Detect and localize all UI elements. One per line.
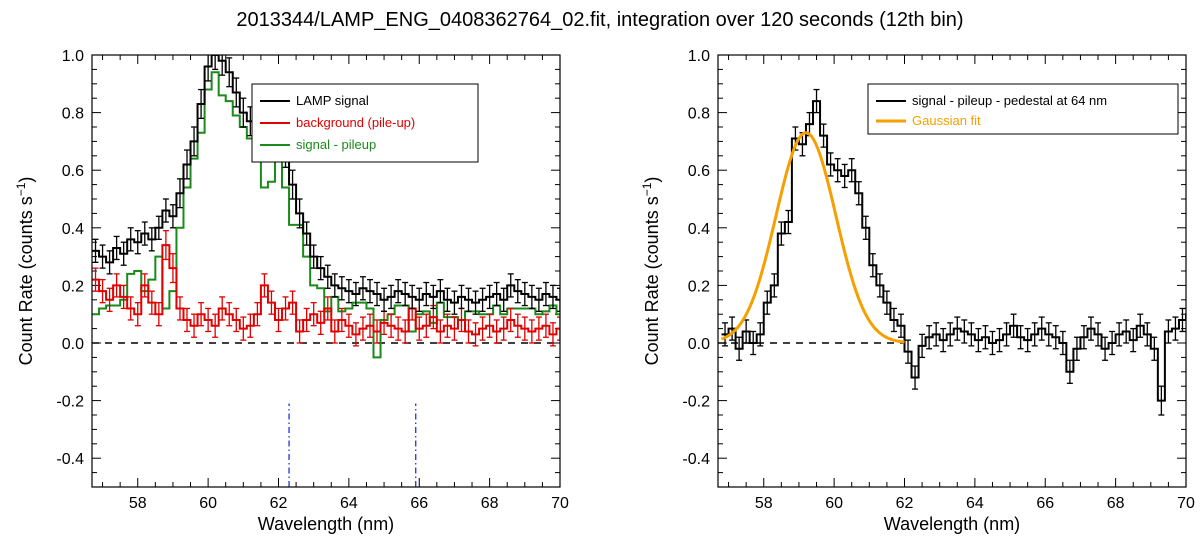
right-gaussian-fit-line: [720, 131, 905, 344]
left-ylabel-close: ): [16, 177, 36, 183]
left-series-background-pile-up: [92, 244, 560, 336]
right-ylabel-superscript: −1: [640, 182, 654, 196]
left-legend: LAMP signal background (pile-up) signal …: [251, 83, 479, 163]
right-panel: 58 60 62 64 66 68 70 -0.4 -0.2 0.0 0.2 0.4 0.6 0.8 1.0…: [640, 48, 1195, 534]
left-ytick-label: -0.2: [56, 394, 84, 411]
right-xtick-label: 68: [1107, 495, 1125, 512]
right-ytick-label: 0.4: [688, 221, 710, 238]
left-ytick-label: 1.0: [62, 48, 84, 65]
right-plot-area: 58 60 62 64 66 68 70 -0.4 -0.2 0.0 0.2 0.4 0.6 0.8 1.0: [682, 48, 1195, 512]
right-legend-label-1: Gaussian fit: [912, 113, 981, 128]
right-ytick-label: 0.0: [688, 336, 710, 353]
left-xtick-label: 70: [551, 495, 569, 512]
left-xtick-label: 62: [270, 495, 288, 512]
left-legend-label-0: LAMP signal: [296, 93, 369, 108]
right-legend: signal - pileup - pedestal at 64 nm Gaus…: [867, 83, 1179, 135]
right-ytick-label: 1.0: [688, 48, 710, 65]
left-ytick-label: -0.4: [56, 451, 84, 468]
left-xtick-label: 68: [481, 495, 499, 512]
left-ylabel-superscript: −1: [14, 182, 28, 196]
right-xtick-label: 66: [1036, 495, 1054, 512]
left-ylabel: Count Rate (counts s−1): [14, 177, 36, 366]
right-xtick-label: 64: [966, 495, 984, 512]
left-panel: 58 60 62 64 66 68 70 -0.4 -0.2 0.0 0.2 0.4 0.6 0.8 1.0…: [14, 48, 569, 534]
left-xtick-label: 58: [129, 495, 147, 512]
right-ytick-label: -0.2: [682, 394, 710, 411]
left-ytick-label: 0.0: [62, 336, 84, 353]
left-ytick-label: 0.2: [62, 278, 84, 295]
right-xtick-label: 70: [1177, 495, 1195, 512]
right-ylabel: Count Rate (counts s−1): [640, 177, 662, 366]
right-ylabel-close: ): [642, 177, 662, 183]
left-ytick-label: 0.8: [62, 106, 84, 123]
left-ytick-label: 0.4: [62, 221, 84, 238]
left-axes-frame: [91, 54, 561, 488]
right-axes-frame: [717, 54, 1187, 488]
right-ytick-label: 0.6: [688, 163, 710, 180]
left-legend-label-2: signal - pileup: [296, 137, 376, 152]
right-legend-label-0: signal - pileup - pedestal at 64 nm: [912, 93, 1107, 108]
left-xtick-label: 60: [199, 495, 217, 512]
left-ytick-label: 0.6: [62, 163, 84, 180]
right-xtick-label: 58: [755, 495, 773, 512]
left-legend-label-1: background (pile-up): [296, 115, 415, 130]
left-xtick-label: 66: [410, 495, 428, 512]
right-xtick-label: 60: [825, 495, 843, 512]
right-ytick-label: -0.4: [682, 451, 710, 468]
left-xlabel: Wavelength (nm): [258, 514, 394, 534]
right-legend-box: [867, 83, 1179, 135]
right-xtick-label: 62: [896, 495, 914, 512]
right-ytick-label: 0.2: [688, 278, 710, 295]
right-series-layer: [718, 88, 1186, 416]
right-xlabel: Wavelength (nm): [884, 514, 1020, 534]
left-series-signal-pileup: [92, 71, 560, 359]
left-xtick-label: 64: [340, 495, 358, 512]
right-series-signal-pileup-pedestal-at-64-nm: [721, 100, 1186, 402]
figure-title: 2013344/LAMP_ENG_0408362764_02.fit, inte…: [236, 9, 963, 31]
right-ytick-label: 0.8: [688, 106, 710, 123]
